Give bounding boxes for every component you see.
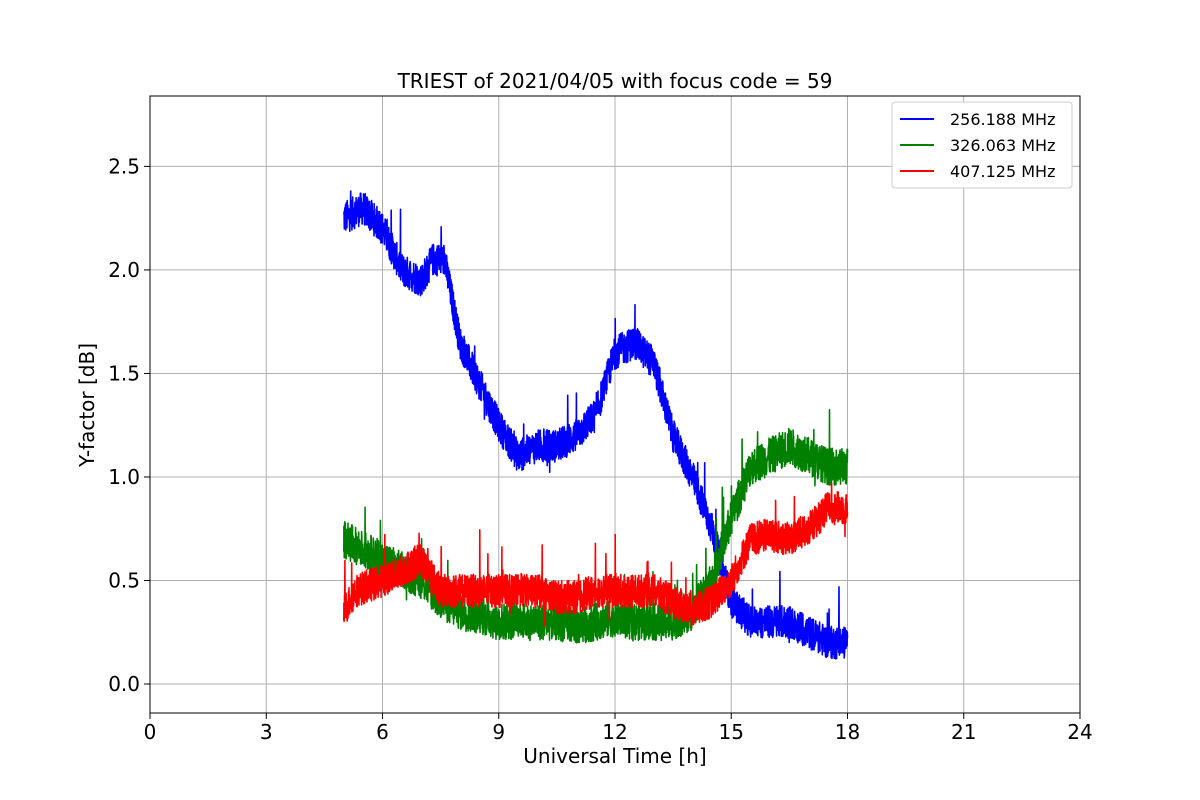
x-tick-label: 9 xyxy=(492,720,505,744)
legend-label-2: 407.125 MHz xyxy=(950,162,1055,181)
x-tick-label: 0 xyxy=(144,720,157,744)
y-tick-label: 1.0 xyxy=(108,465,140,489)
x-tick-label: 18 xyxy=(835,720,860,744)
series-line-2 xyxy=(343,482,849,627)
legend: 256.188 MHz 326.063 MHz 407.125 MHz xyxy=(891,101,1073,189)
y-axis-label: Y-factor [dB] xyxy=(75,343,99,468)
y-tick-label: 2.5 xyxy=(108,154,140,178)
legend-label-0: 256.188 MHz xyxy=(950,110,1055,129)
axis-ticks: 0 3 6 9 12 15 18 21 24 0.0 0.5 1.0 1.5 2.0 2.5 xyxy=(108,154,1093,744)
x-axis-label: Universal Time [h] xyxy=(523,744,706,768)
x-tick-label: 12 xyxy=(602,720,627,744)
series-line-1 xyxy=(343,408,849,644)
x-tick-label: 21 xyxy=(951,720,976,744)
y-tick-label: 2.0 xyxy=(108,258,140,282)
series-line-0 xyxy=(343,190,849,660)
y-tick-label: 0.5 xyxy=(108,568,140,592)
x-tick-label: 24 xyxy=(1067,720,1092,744)
legend-box xyxy=(891,101,1073,189)
legend-label-1: 326.063 MHz xyxy=(950,136,1055,155)
series-lines xyxy=(343,190,849,660)
x-tick-label: 6 xyxy=(376,720,389,744)
x-tick-label: 15 xyxy=(719,720,744,744)
y-tick-label: 0.0 xyxy=(108,672,140,696)
chart-title: TRIEST of 2021/04/05 with focus code = 5… xyxy=(397,69,833,93)
y-tick-label: 1.5 xyxy=(108,361,140,385)
x-tick-label: 3 xyxy=(260,720,273,744)
